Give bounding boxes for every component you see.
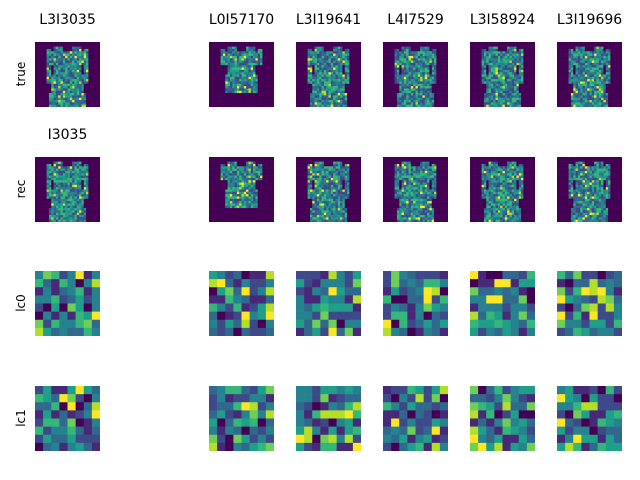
image-rec-5 [557,157,622,222]
image-lc1-2 [296,386,361,451]
panel-rec-5 [557,157,622,222]
image-lc1-4 [470,386,535,451]
panel-rec-1 [209,157,274,222]
image-lc0-5 [557,271,622,336]
image-lc0-1 [209,271,274,336]
column-title-1: L0I57170 [208,12,275,28]
panel-lc1-5 [557,386,622,451]
image-lc1-5 [557,386,622,451]
panel-lc1-2 [296,386,361,451]
panel-lc0-1 [209,271,274,336]
column-title-0: L3I3035 [39,12,96,28]
panel-rec-3 [383,157,448,222]
image-lc0-2 [296,271,361,336]
image-lc0-4 [470,271,535,336]
image-true-3 [383,42,448,107]
panel-lc1-1 [209,386,274,451]
panel-true-0 [35,42,100,107]
column-title-5: L3I19696 [556,12,623,28]
panel-lc0-3 [383,271,448,336]
image-true-4 [470,42,535,107]
panel-true-2 [296,42,361,107]
image-true-5 [557,42,622,107]
image-rec-4 [470,157,535,222]
image-true-0 [35,42,100,107]
panel-true-5 [557,42,622,107]
image-lc1-1 [209,386,274,451]
column-title-4: L3I58924 [469,12,536,28]
row-label-rec: rec [14,179,28,198]
panel-true-3 [383,42,448,107]
panel-lc1-4 [470,386,535,451]
image-rec-0 [35,157,100,222]
row-label-lc1: lc1 [14,408,28,427]
row-label-lc0: lc0 [14,293,28,312]
panel-true-4 [470,42,535,107]
panel-lc1-0 [35,386,100,451]
image-rec-1 [209,157,274,222]
panel-lc0-0 [35,271,100,336]
panel-rec-4 [470,157,535,222]
column-title-2: L3I19641 [295,12,362,28]
panel-true-1 [209,42,274,107]
row-label-true: true [14,61,28,86]
image-lc0-0 [35,271,100,336]
image-true-1 [209,42,274,107]
rec-title-0: I3035 [47,127,88,143]
panel-rec-0 [35,157,100,222]
image-true-2 [296,42,361,107]
column-title-3: L4I7529 [387,12,444,28]
panel-rec-2 [296,157,361,222]
image-rec-3 [383,157,448,222]
image-rec-2 [296,157,361,222]
panel-lc1-3 [383,386,448,451]
panel-lc0-2 [296,271,361,336]
panel-lc0-4 [470,271,535,336]
image-lc1-3 [383,386,448,451]
image-lc0-3 [383,271,448,336]
panel-lc0-5 [557,271,622,336]
image-lc1-0 [35,386,100,451]
